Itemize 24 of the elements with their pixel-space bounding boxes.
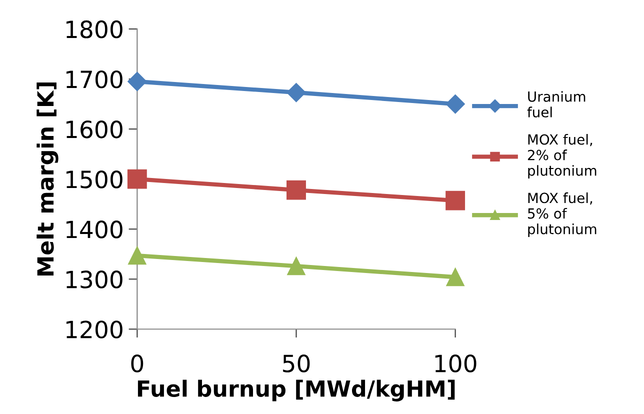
point <box>446 190 466 210</box>
y-tick-label: 1400 <box>66 220 122 238</box>
x-tick-label: 50 <box>283 354 310 372</box>
point <box>128 72 147 92</box>
y-tick-label: 1300 <box>66 270 122 288</box>
y-axis-title: Melt margin [K] <box>36 82 58 276</box>
point <box>128 246 146 265</box>
y-tick-label: 1500 <box>66 170 122 188</box>
y-tick-label: 1200 <box>66 320 122 338</box>
point <box>287 257 306 276</box>
legend-label: MOX fuel, 2% of plutonium <box>528 134 596 179</box>
x-axis-title: Fuel burnup [MWd/kgHM] <box>138 380 455 402</box>
point <box>446 268 464 286</box>
point <box>127 169 147 189</box>
point <box>446 94 465 114</box>
y-tick-label: 1700 <box>66 70 122 88</box>
x-tick-label: 0 <box>131 354 144 372</box>
y-tick-label: 1600 <box>66 120 122 138</box>
point <box>286 82 306 102</box>
x-tick-label: 100 <box>435 354 476 372</box>
legend-label: MOX fuel, 5% of plutonium <box>528 192 596 237</box>
y-tick-label: 1800 <box>66 20 122 38</box>
legend-label: Uranium fuel <box>527 91 586 118</box>
point <box>286 180 306 200</box>
